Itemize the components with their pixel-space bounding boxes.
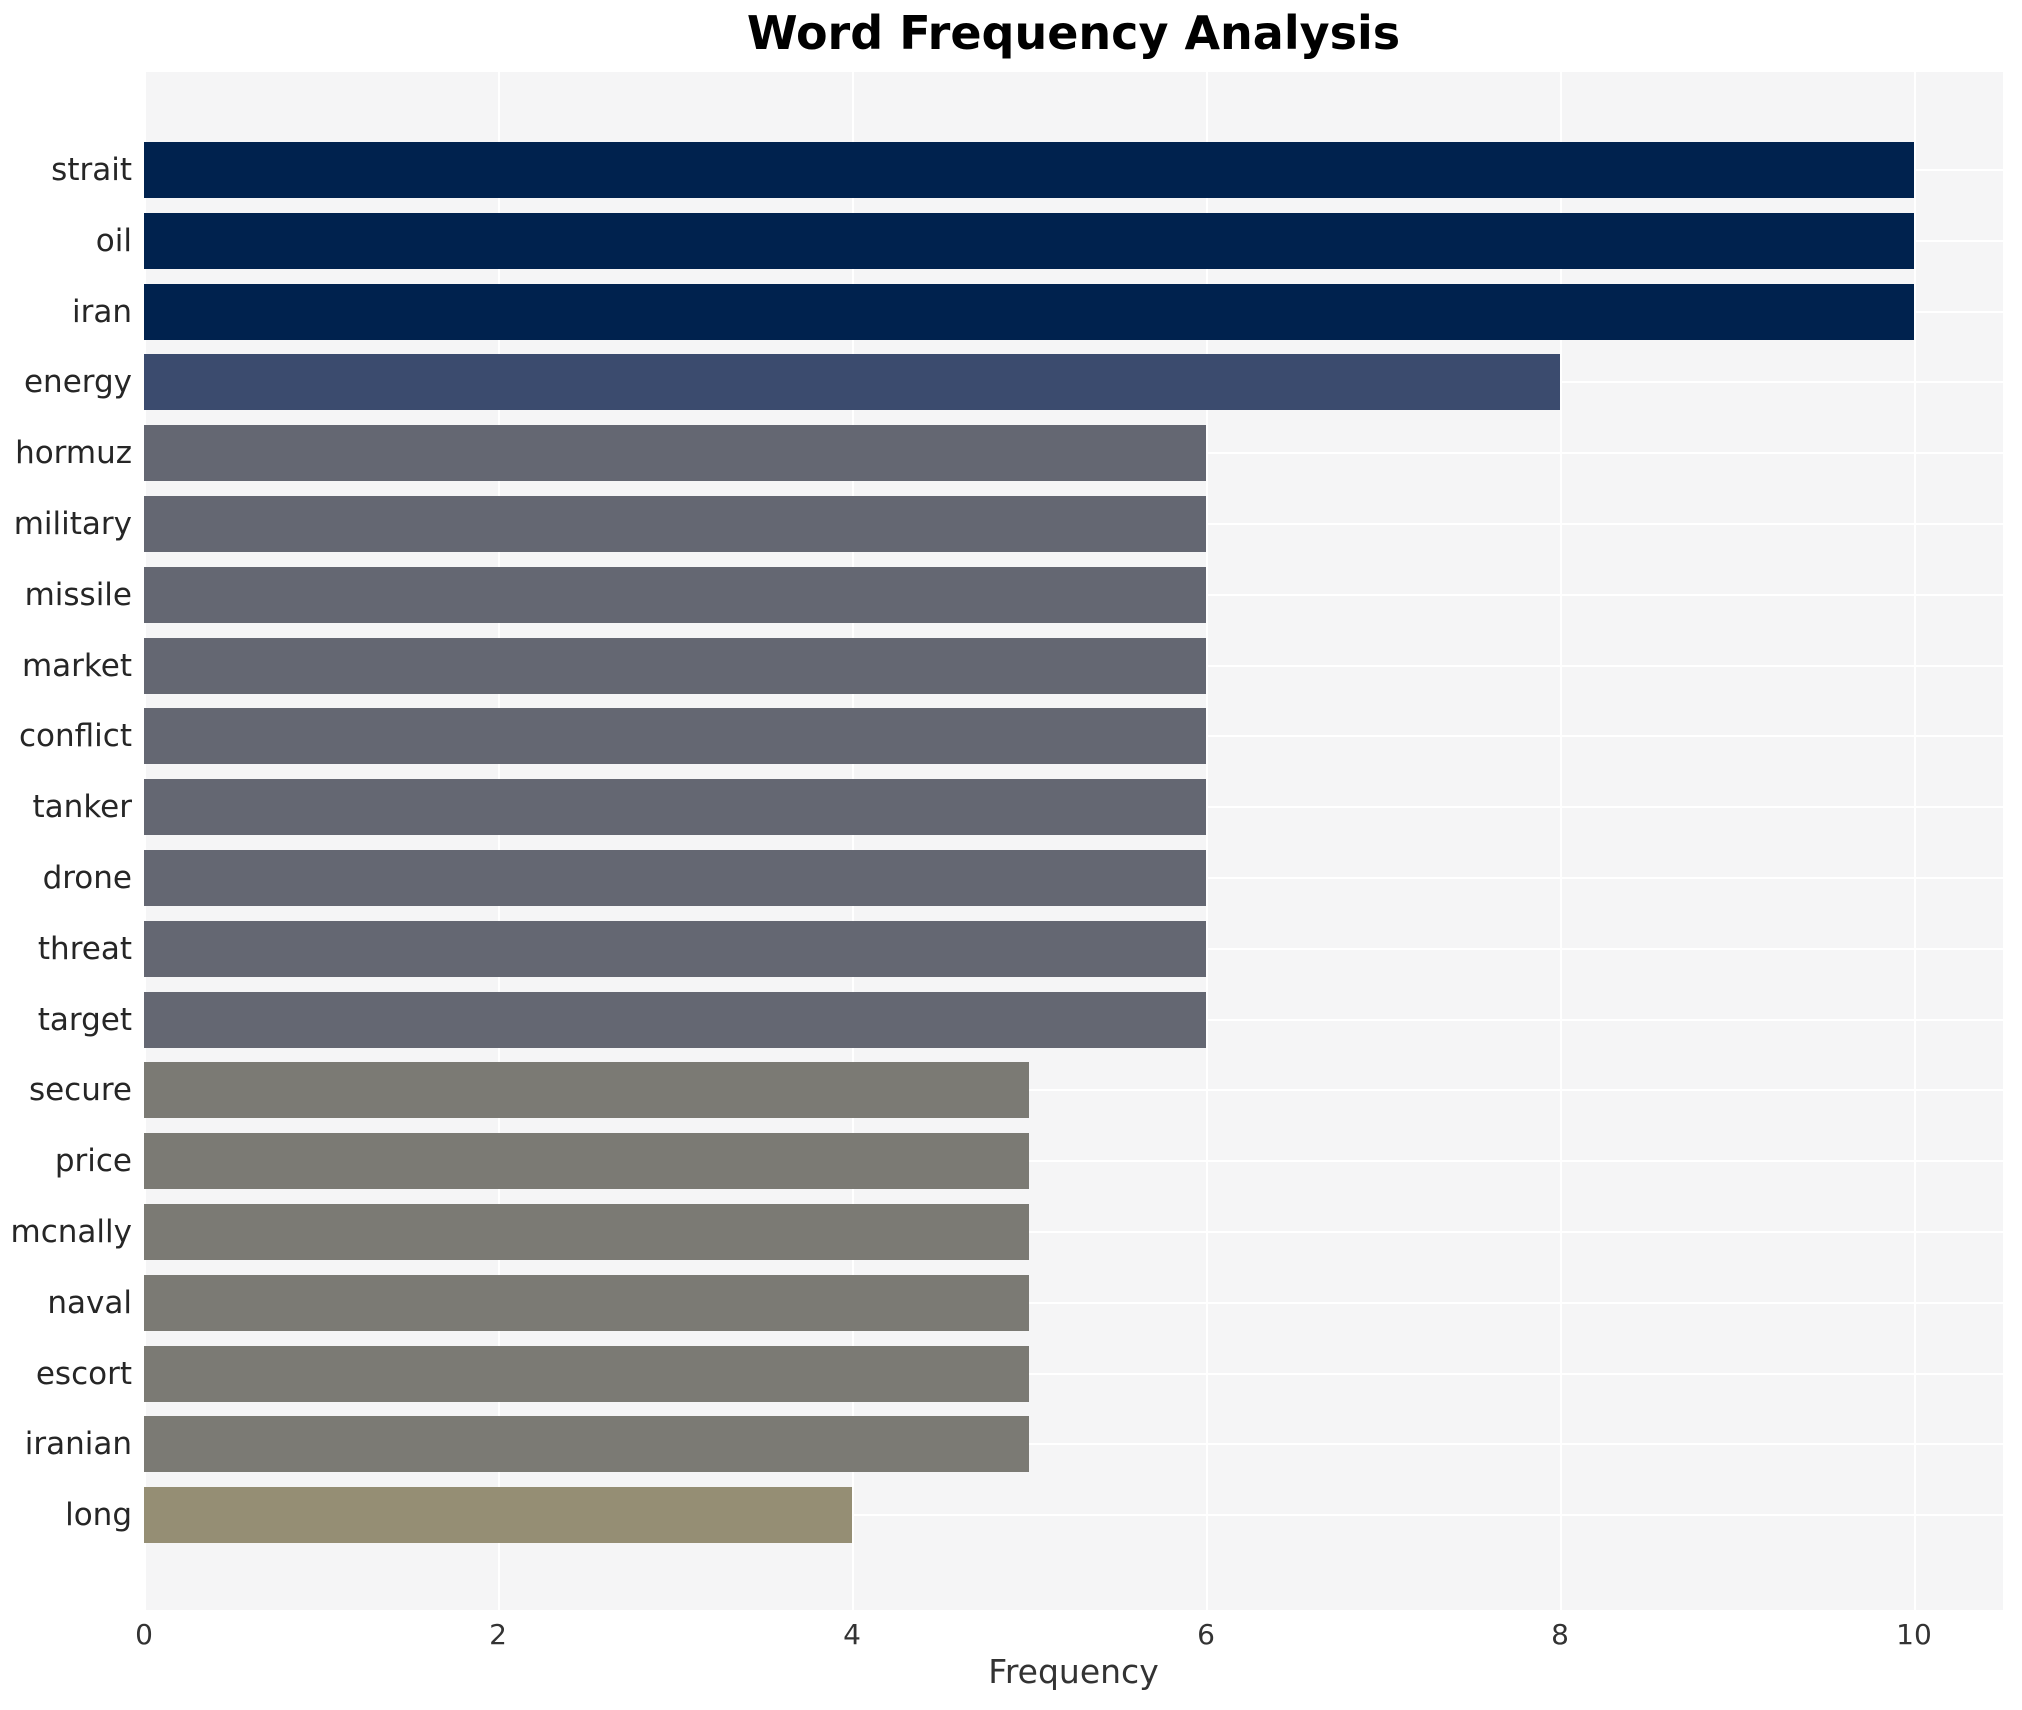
x-tick-label-2: 2 — [489, 1618, 507, 1651]
x-tick-label-10: 10 — [1896, 1618, 1932, 1651]
category-label-threat: threat — [37, 931, 132, 967]
bar-conflict — [144, 708, 1206, 764]
bar-strait — [144, 142, 1914, 198]
bar-secure — [144, 1062, 1029, 1118]
category-label-hormuz: hormuz — [15, 435, 132, 471]
x-axis-label: Frequency — [988, 1652, 1159, 1691]
x-tick-label-6: 6 — [1197, 1618, 1215, 1651]
x-tick-label-8: 8 — [1551, 1618, 1569, 1651]
category-label-market: market — [21, 648, 132, 684]
chart-title: Word Frequency Analysis — [746, 6, 1401, 60]
bar-oil — [144, 213, 1914, 269]
category-label-target: target — [37, 1002, 132, 1038]
vertical-gridline-x6 — [1206, 72, 1208, 1610]
category-label-oil: oil — [95, 223, 132, 259]
horizontal-gridline-escort — [144, 1373, 2003, 1375]
horizontal-gridline-price — [144, 1160, 2003, 1162]
category-label-escort: escort — [35, 1356, 132, 1392]
horizontal-gridline-mcnally — [144, 1231, 2003, 1233]
bar-target — [144, 992, 1206, 1048]
category-label-military: military — [13, 506, 132, 542]
bar-market — [144, 638, 1206, 694]
horizontal-gridline-iranian — [144, 1443, 2003, 1445]
plot-area — [144, 72, 2003, 1610]
category-label-mcnally: mcnally — [10, 1214, 132, 1250]
bar-drone — [144, 850, 1206, 906]
bar-iranian — [144, 1416, 1029, 1472]
category-label-strait: strait — [51, 152, 132, 188]
bar-iran — [144, 284, 1914, 340]
vertical-gridline-x0 — [144, 72, 146, 1610]
horizontal-gridline-secure — [144, 1089, 2003, 1091]
category-label-iran: iran — [71, 294, 132, 330]
category-label-price: price — [54, 1143, 132, 1179]
bar-price — [144, 1133, 1029, 1189]
category-label-naval: naval — [47, 1285, 132, 1321]
horizontal-gridline-naval — [144, 1302, 2003, 1304]
y-axis-category-labels: strait oil iran energy hormuz military missile… — [0, 72, 132, 1610]
vertical-gridline-x8 — [1560, 72, 1562, 1610]
vertical-gridline-x10 — [1914, 72, 1916, 1610]
x-tick-label-4: 4 — [843, 1618, 861, 1651]
vertical-gridline-x4 — [852, 72, 854, 1610]
category-label-iranian: iranian — [24, 1426, 132, 1462]
bar-missile — [144, 567, 1206, 623]
category-label-missile: missile — [24, 577, 132, 613]
bar-escort — [144, 1346, 1029, 1402]
bar-energy — [144, 354, 1560, 410]
category-label-drone: drone — [42, 860, 132, 896]
category-label-long: long — [65, 1497, 132, 1533]
bar-long — [144, 1487, 852, 1543]
horizontal-gridline-long — [144, 1514, 2003, 1516]
x-tick-label-0: 0 — [135, 1618, 153, 1651]
category-label-tanker: tanker — [32, 789, 132, 825]
category-label-secure: secure — [28, 1072, 132, 1108]
bar-naval — [144, 1275, 1029, 1331]
category-label-conflict: conflict — [19, 718, 132, 754]
bar-hormuz — [144, 425, 1206, 481]
bar-tanker — [144, 779, 1206, 835]
bar-military — [144, 496, 1206, 552]
bar-mcnally — [144, 1204, 1029, 1260]
vertical-gridline-x2 — [498, 72, 500, 1610]
category-label-energy: energy — [23, 364, 132, 400]
bar-threat — [144, 921, 1206, 977]
